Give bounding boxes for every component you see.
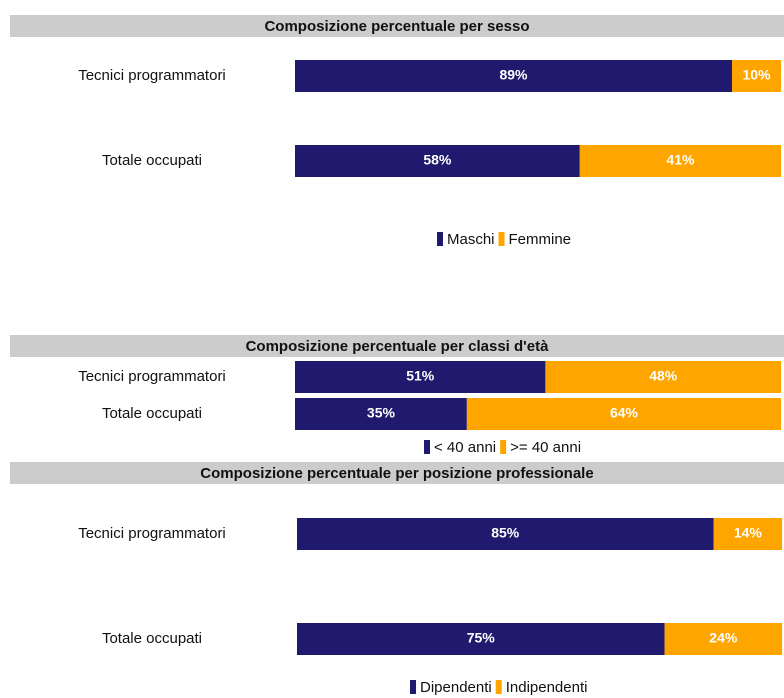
bar-segment: [579, 145, 782, 177]
value-label: 89%: [499, 67, 528, 83]
legend-label: Indipendenti: [506, 679, 588, 696]
legend-label: Femmine: [509, 231, 572, 248]
bar-segment: [713, 518, 783, 550]
legend-marker: [500, 440, 507, 454]
title-bar: [10, 335, 784, 357]
bar-segment: [295, 361, 546, 393]
category-label: Totale occupati: [102, 630, 202, 647]
legend-marker: [437, 232, 443, 246]
chart-title: Composizione percentuale per sesso: [264, 18, 529, 35]
category-label: Tecnici programmatori: [78, 368, 226, 385]
value-label: 10%: [743, 67, 772, 83]
value-label: 64%: [610, 405, 639, 421]
value-label: 85%: [491, 525, 520, 541]
title-bar: [10, 462, 784, 484]
value-label: 48%: [649, 368, 678, 384]
bar-segment: [295, 60, 732, 92]
bar-segment: [545, 361, 782, 393]
legend-label: Maschi: [447, 231, 495, 248]
value-label: 75%: [467, 630, 496, 646]
bar-segment: [466, 398, 782, 430]
value-label: 41%: [666, 152, 695, 168]
chart-title: Composizione percentuale per posizione p…: [200, 465, 593, 482]
category-label: Tecnici programmatori: [78, 525, 226, 542]
legend-marker: [424, 440, 430, 454]
bar-segment: [297, 518, 714, 550]
bar-segment: [297, 623, 665, 655]
legend-marker: [495, 680, 502, 694]
legend-label: Dipendenti: [420, 679, 492, 696]
bar-segment: [664, 623, 783, 655]
value-label: 58%: [423, 152, 452, 168]
value-label: 24%: [709, 630, 738, 646]
legend-marker: [410, 680, 416, 694]
legend-label: < 40 anni: [434, 439, 496, 456]
category-label: Tecnici programmatori: [78, 67, 226, 84]
chart-title: Composizione percentuale per classi d'et…: [246, 338, 549, 355]
title-bar: [10, 15, 784, 37]
legend-marker: [498, 232, 505, 246]
category-label: Totale occupati: [102, 405, 202, 422]
bar-segment: [295, 398, 467, 430]
bar-segment: [295, 145, 580, 177]
value-label: 14%: [734, 525, 763, 541]
bar-segment: [731, 60, 782, 92]
legend-label: >= 40 anni: [510, 439, 581, 456]
value-label: 51%: [406, 368, 435, 384]
category-label: Totale occupati: [102, 152, 202, 169]
value-label: 35%: [367, 405, 396, 421]
